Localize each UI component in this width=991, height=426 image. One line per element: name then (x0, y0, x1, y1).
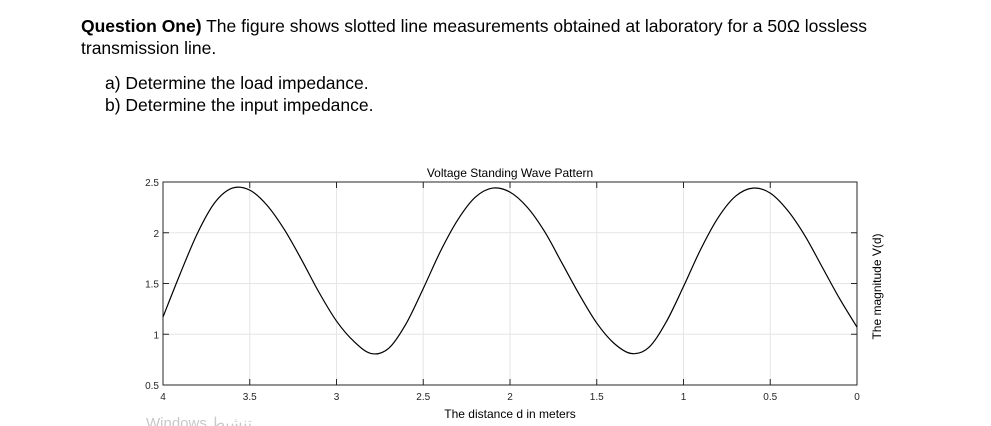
windows-watermark: Windows تنشيط (146, 415, 252, 426)
y-tick-label: 2 (153, 229, 159, 240)
x-tick-label: 1 (681, 392, 687, 403)
question-text: The figure shows slotted line measuremen… (201, 16, 868, 36)
chart-grid (162, 181, 858, 386)
y-tick-label: 1 (153, 330, 159, 341)
chart-ticks: 4 3.5 3 2.5 2 1.5 1 0.5 0 0.5 1 1.5 2 2.5 (145, 178, 860, 403)
question-line-1: Question One) The figure shows slotted l… (81, 15, 867, 37)
chart-title: Voltage Standing Wave Pattern (427, 166, 593, 180)
y-axis-label: The magnitude V(d) (870, 233, 884, 339)
y-tick-label: 0.5 (145, 381, 159, 392)
voltage-curve (162, 186, 858, 355)
x-tick-label: 0.5 (763, 392, 777, 403)
x-tick-label: 1.5 (590, 392, 604, 403)
question-line-2: transmission line. (81, 38, 217, 58)
x-tick-label: 3.5 (243, 392, 257, 403)
y-tick-label: 2.5 (145, 178, 159, 189)
x-tick-label: 3 (334, 392, 340, 403)
x-axis-label: The distance d in meters (444, 407, 575, 421)
x-tick-label: 2.5 (416, 392, 430, 403)
x-tick-label: 4 (160, 392, 166, 403)
question-heading: Question One) (81, 16, 202, 36)
x-tick-label: 2 (507, 392, 513, 403)
y-tick-label: 1.5 (145, 280, 159, 291)
part-b: b) Determine the input impedance. (105, 95, 374, 115)
part-a: a) Determine the load impedance. (105, 73, 369, 93)
x-tick-label: 0 (854, 392, 860, 403)
